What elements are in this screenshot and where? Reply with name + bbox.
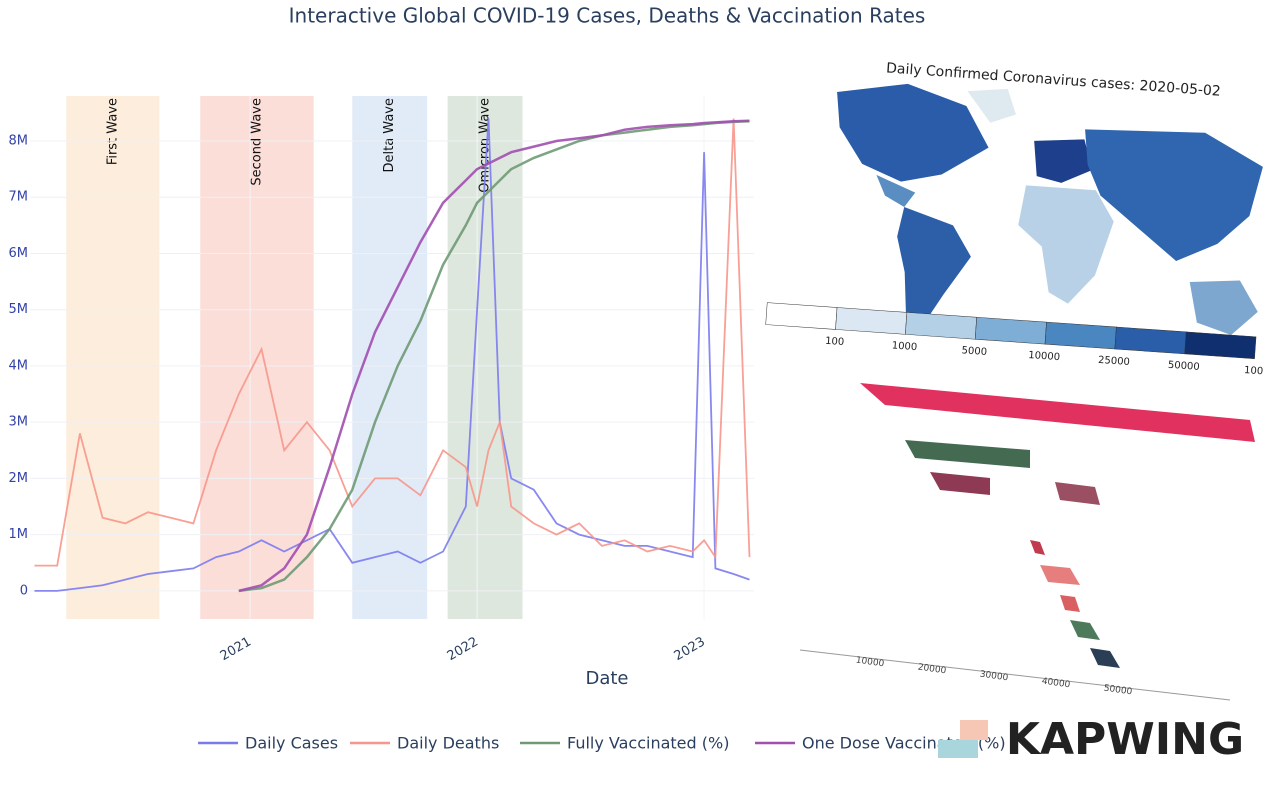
- colorbar-segment: [905, 312, 977, 340]
- logo-text: KAPWING: [1006, 714, 1244, 765]
- colorbar-label: 1000: [891, 340, 917, 353]
- chart-title: Interactive Global COVID-19 Cases, Death…: [289, 4, 926, 28]
- x-axis-title: Date: [585, 668, 628, 689]
- europe: [1034, 139, 1093, 183]
- bar-race-tick-label: 10000: [855, 656, 885, 670]
- colorbar-segment: [1184, 331, 1257, 360]
- colorbar-segment: [974, 316, 1047, 345]
- colorbar-label: 100: [1244, 365, 1264, 377]
- central-america: [876, 174, 916, 207]
- x-tick-label: 2021: [218, 635, 254, 665]
- logo-icon: [938, 740, 978, 758]
- asia: [1085, 129, 1263, 262]
- bar: [930, 472, 990, 495]
- colorbar-segment: [765, 302, 838, 330]
- y-tick-label: 1M: [9, 527, 29, 542]
- y-tick-label: 2M: [9, 471, 29, 486]
- series-line: [238, 119, 750, 593]
- wave-band: [66, 96, 160, 619]
- bar-race-tick-label: 30000: [979, 670, 1009, 684]
- y-tick-label: 5M: [9, 302, 29, 317]
- australia: [1189, 280, 1258, 336]
- bar: [1060, 595, 1080, 612]
- y-tick-label: 4M: [9, 358, 29, 373]
- wave-label: Second Wave: [249, 98, 264, 186]
- colorbar-label: 100: [825, 336, 845, 348]
- y-tick-label: 0: [20, 583, 28, 598]
- colorbar: 100 1000 5000 10000 25000 50000 100: [765, 302, 1264, 377]
- logo-icon: [960, 720, 988, 740]
- greenland: [967, 88, 1016, 123]
- y-tick-label: 3M: [9, 415, 29, 430]
- wave-band: [352, 96, 428, 619]
- africa: [1018, 185, 1114, 304]
- series-line: [34, 118, 750, 592]
- wave-label: Delta Wave: [382, 98, 397, 173]
- series-line: [238, 120, 750, 593]
- legend: Daily Cases Daily Deaths Fully Vaccinated …: [198, 734, 1006, 753]
- legend-label: Daily Deaths: [397, 734, 499, 753]
- bar: [1030, 540, 1045, 555]
- x-tick-label: 2022: [445, 635, 481, 665]
- colorbar-label: 10000: [1028, 350, 1061, 363]
- y-tick-label: 7M: [9, 190, 29, 205]
- bar-race-tick-label: 40000: [1041, 677, 1071, 691]
- y-tick-label: 8M: [9, 133, 29, 148]
- wave-label: First Wave: [105, 98, 120, 165]
- axis-line: [799, 649, 1231, 701]
- bar: [1055, 482, 1100, 505]
- bar: [1070, 620, 1100, 640]
- bar: [860, 383, 1255, 442]
- bar: [1040, 565, 1080, 585]
- legend-label: Daily Cases: [245, 734, 338, 753]
- bar-race-panel: 10000 20000 30000 40000 50000: [799, 383, 1255, 701]
- series-line: [34, 118, 751, 567]
- colorbar-segment: [1114, 326, 1187, 355]
- x-tick-label: 2023: [672, 635, 708, 665]
- colorbar-segment: [1044, 321, 1117, 350]
- colorbar-label: 50000: [1168, 360, 1201, 373]
- bar: [905, 440, 1030, 468]
- colorbar-segment: [835, 307, 908, 335]
- bar: [1090, 648, 1120, 668]
- colorbar-label: 5000: [961, 345, 987, 358]
- y-tick-label: 6M: [9, 246, 29, 261]
- bar-race-tick-label: 20000: [917, 663, 947, 677]
- legend-label: Fully Vaccinated (%): [567, 734, 729, 753]
- map-title: Daily Confirmed Coronavirus cases: 2020-…: [886, 60, 1222, 99]
- south-america: [897, 206, 971, 329]
- map-panel: Daily Confirmed Coronavirus cases: 2020-…: [765, 60, 1264, 377]
- colorbar-label: 25000: [1098, 355, 1131, 368]
- plot-area: First Wave Second Wave Delta Wave Omicron W…: [9, 96, 754, 665]
- bar-race-axis: 10000 20000 30000 40000 50000: [855, 656, 1133, 698]
- bar-race-tick-label: 50000: [1103, 684, 1133, 698]
- north-america: [837, 83, 989, 182]
